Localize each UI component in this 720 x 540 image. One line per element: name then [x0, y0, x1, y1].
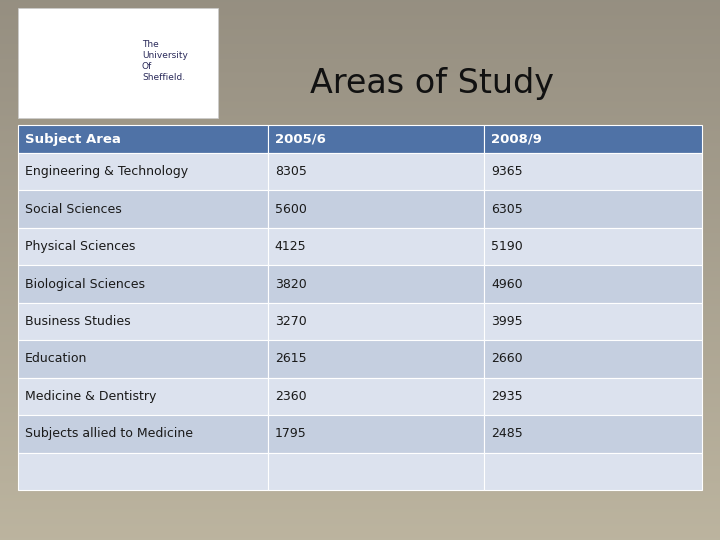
- Bar: [485, 340, 702, 377]
- Bar: [18, 340, 268, 377]
- Bar: [268, 191, 485, 228]
- Bar: [18, 415, 268, 453]
- Text: 3820: 3820: [274, 278, 307, 291]
- Text: 8305: 8305: [274, 165, 307, 178]
- Text: 6305: 6305: [492, 202, 523, 215]
- Bar: [18, 153, 268, 191]
- Text: 2008/9: 2008/9: [492, 132, 542, 145]
- Text: 4960: 4960: [492, 278, 523, 291]
- Text: 5600: 5600: [274, 202, 307, 215]
- Bar: [268, 303, 485, 340]
- Text: The
University
Of
Sheffield.: The University Of Sheffield.: [142, 39, 188, 82]
- Bar: [18, 191, 268, 228]
- Text: 2660: 2660: [492, 353, 523, 366]
- Bar: [485, 153, 702, 191]
- Text: Social Sciences: Social Sciences: [25, 202, 122, 215]
- Bar: [18, 453, 268, 490]
- Bar: [268, 228, 485, 265]
- Text: 2360: 2360: [274, 390, 306, 403]
- Text: 9365: 9365: [492, 165, 523, 178]
- Bar: [268, 125, 485, 153]
- Bar: [485, 191, 702, 228]
- Bar: [18, 377, 268, 415]
- Bar: [268, 453, 485, 490]
- Bar: [268, 265, 485, 303]
- Bar: [18, 265, 268, 303]
- Bar: [18, 228, 268, 265]
- Bar: [485, 415, 702, 453]
- Bar: [18, 8, 218, 118]
- Bar: [268, 153, 485, 191]
- Text: 2005/6: 2005/6: [274, 132, 325, 145]
- Text: 1795: 1795: [274, 427, 307, 440]
- Bar: [485, 228, 702, 265]
- Text: Physical Sciences: Physical Sciences: [25, 240, 135, 253]
- Bar: [18, 303, 268, 340]
- Text: Areas of Study: Areas of Study: [310, 67, 554, 100]
- Bar: [485, 303, 702, 340]
- Text: Medicine & Dentistry: Medicine & Dentistry: [25, 390, 156, 403]
- Text: 2485: 2485: [492, 427, 523, 440]
- Text: Subject Area: Subject Area: [25, 132, 121, 145]
- Bar: [268, 340, 485, 377]
- Text: 2615: 2615: [274, 353, 306, 366]
- Bar: [268, 377, 485, 415]
- Text: Business Studies: Business Studies: [25, 315, 130, 328]
- Bar: [485, 265, 702, 303]
- Text: Biological Sciences: Biological Sciences: [25, 278, 145, 291]
- Text: 3995: 3995: [492, 315, 523, 328]
- Bar: [18, 125, 268, 153]
- Bar: [485, 453, 702, 490]
- Text: 4125: 4125: [274, 240, 306, 253]
- Text: 2935: 2935: [492, 390, 523, 403]
- Text: 5190: 5190: [492, 240, 523, 253]
- Text: Subjects allied to Medicine: Subjects allied to Medicine: [25, 427, 193, 440]
- Text: Education: Education: [25, 353, 87, 366]
- Text: Engineering & Technology: Engineering & Technology: [25, 165, 188, 178]
- Bar: [268, 415, 485, 453]
- Text: 3270: 3270: [274, 315, 307, 328]
- Bar: [485, 125, 702, 153]
- Bar: [485, 377, 702, 415]
